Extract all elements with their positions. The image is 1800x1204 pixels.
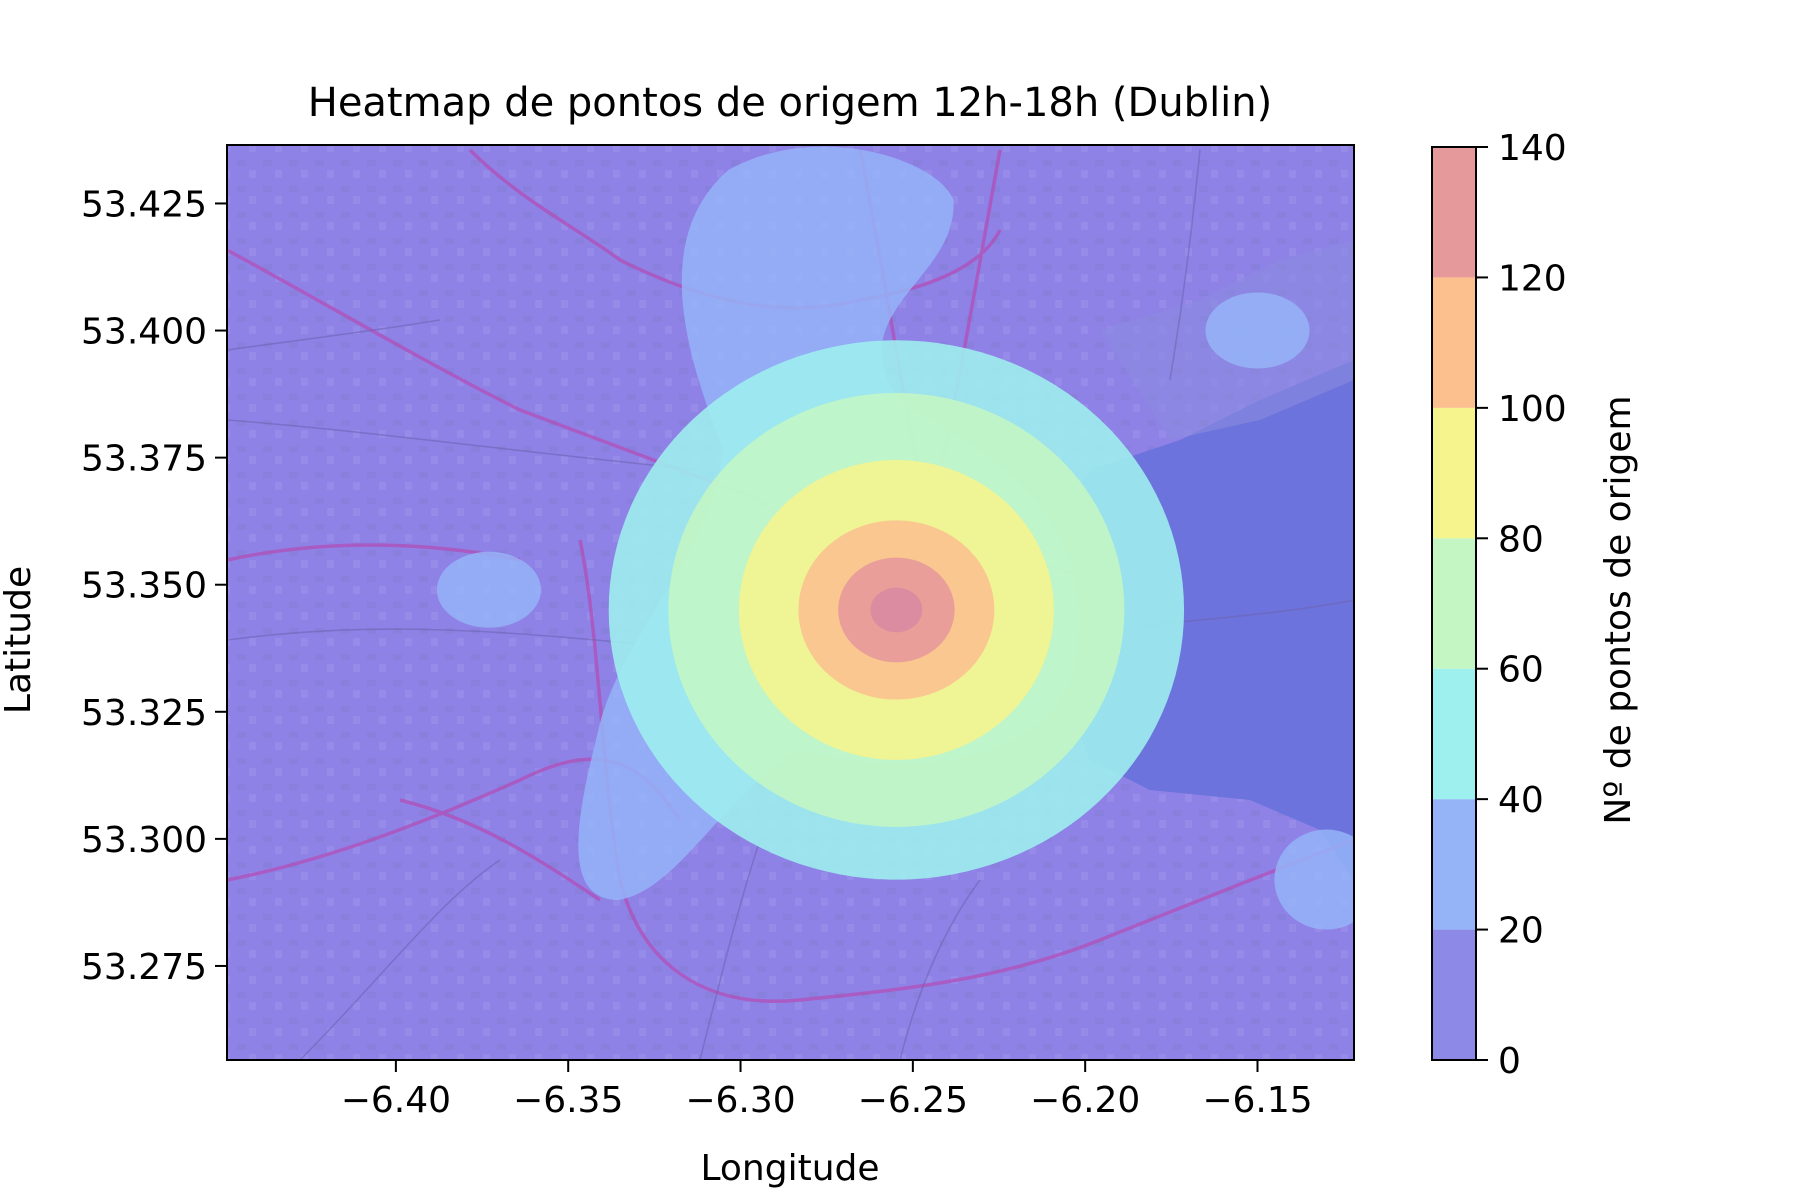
y-tick-label: 53.300 bbox=[81, 820, 207, 861]
heat-hotspot bbox=[436, 551, 541, 628]
y-tick-label: 53.400 bbox=[81, 312, 207, 353]
x-tick-label: −6.20 bbox=[1030, 1080, 1140, 1121]
colorbar-label: Nº de pontos de origem bbox=[1598, 395, 1639, 824]
colorbar-tick-label: 120 bbox=[1498, 258, 1567, 299]
heat-band-140 bbox=[870, 587, 923, 633]
y-tick-label: 53.350 bbox=[81, 566, 207, 607]
x-tick-label: −6.30 bbox=[685, 1080, 795, 1121]
heat-hotspot bbox=[1205, 292, 1310, 369]
x-tick-label: −6.15 bbox=[1202, 1080, 1312, 1121]
colorbar-tick-label: 40 bbox=[1498, 780, 1544, 821]
y-tick-label: 53.275 bbox=[81, 947, 207, 988]
colorbar-band bbox=[1432, 538, 1476, 669]
colorbar-tick-label: 140 bbox=[1498, 128, 1567, 169]
x-axis-label: Longitude bbox=[700, 1148, 879, 1189]
x-axis: −6.40 −6.35 −6.30 −6.25 −6.20 −6.15 bbox=[341, 1060, 1313, 1121]
chart-title: Heatmap de pontos de origem 12h-18h (Dub… bbox=[308, 80, 1273, 126]
colorbar-tick-label: 80 bbox=[1498, 519, 1544, 560]
colorbar-band bbox=[1432, 147, 1476, 278]
colorbar-tick-label: 0 bbox=[1498, 1041, 1521, 1082]
x-tick-label: −6.25 bbox=[858, 1080, 968, 1121]
y-tick-label: 53.425 bbox=[81, 184, 207, 225]
y-axis-label: Latitude bbox=[0, 566, 39, 714]
plot-area bbox=[227, 145, 1354, 1060]
colorbar-frame bbox=[1431, 146, 1477, 1061]
y-tick-label: 53.325 bbox=[81, 693, 207, 734]
plot-frame bbox=[226, 144, 1355, 1061]
colorbar-tick-label: 100 bbox=[1498, 389, 1567, 430]
colorbar-tick-label: 20 bbox=[1498, 911, 1544, 952]
colorbar-band bbox=[1432, 799, 1476, 930]
heat-layer bbox=[436, 146, 1354, 930]
colorbar-band bbox=[1432, 407, 1476, 539]
colorbar-band bbox=[1432, 929, 1476, 1060]
x-tick-label: −6.40 bbox=[341, 1080, 451, 1121]
colorbar-band bbox=[1432, 668, 1476, 800]
y-tick-label: 53.375 bbox=[81, 439, 207, 480]
colorbar: 0 20 40 60 80 100 120 140 bbox=[1431, 128, 1567, 1082]
heat-hotspot bbox=[1274, 829, 1354, 930]
colorbar-tick-label: 60 bbox=[1498, 650, 1544, 691]
x-tick-label: −6.35 bbox=[513, 1080, 623, 1121]
y-axis: 53.275 53.300 53.325 53.350 53.375 53.400 53.4… bbox=[81, 184, 227, 988]
colorbar-band bbox=[1432, 277, 1476, 408]
